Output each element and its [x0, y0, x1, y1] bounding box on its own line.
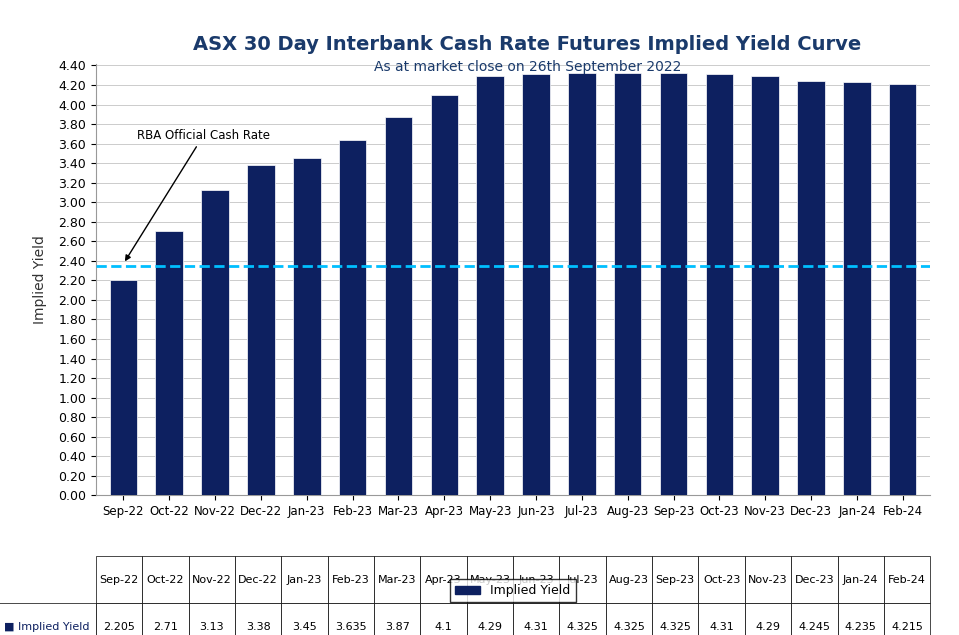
Legend: Implied Yield: Implied Yield [451, 579, 575, 602]
Text: ASX 30 Day Interbank Cash Rate Futures Implied Yield Curve: ASX 30 Day Interbank Cash Rate Futures I… [194, 35, 861, 54]
Bar [477, 76, 503, 495]
Bar [155, 231, 183, 495]
Bar [706, 74, 733, 495]
Bar [201, 189, 229, 495]
Bar [339, 140, 366, 495]
Bar [568, 73, 596, 495]
Bar [660, 73, 688, 495]
Text: RBA Official Cash Rate: RBA Official Cash Rate [126, 129, 270, 260]
Bar [752, 76, 779, 495]
Bar [614, 73, 642, 495]
Bar [523, 74, 550, 495]
Y-axis label: Implied Yield: Implied Yield [33, 235, 47, 324]
Bar [431, 95, 458, 495]
Bar [247, 165, 274, 495]
Bar [843, 81, 871, 495]
Bar [797, 81, 825, 495]
Bar [293, 158, 320, 495]
Bar [109, 280, 137, 495]
Bar [385, 117, 412, 495]
Bar [889, 84, 917, 495]
Text: As at market close on 26th September 2022: As at market close on 26th September 202… [374, 60, 681, 74]
